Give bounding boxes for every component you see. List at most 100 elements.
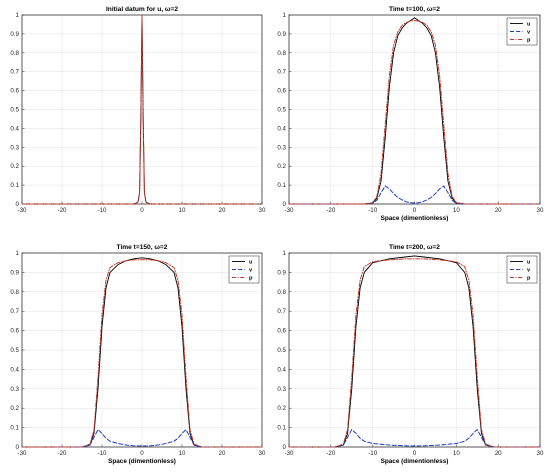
series-line-u bbox=[288, 255, 541, 448]
legend-label-v: v bbox=[527, 30, 531, 36]
chart-title: Time t=100, ω=2 bbox=[389, 6, 440, 13]
axis-box bbox=[288, 252, 541, 448]
legend: uvp bbox=[506, 17, 538, 46]
y-tick-label: 0.9 bbox=[277, 269, 286, 276]
y-tick-label: 0.4 bbox=[277, 366, 286, 373]
y-tick-label: 0 bbox=[283, 444, 287, 451]
x-tick-label: 0 bbox=[413, 450, 417, 457]
y-tick-label: 0.8 bbox=[277, 289, 286, 296]
x-tick-label: 20 bbox=[219, 207, 226, 214]
legend-box bbox=[506, 17, 538, 46]
x-tick-label: 30 bbox=[537, 450, 544, 457]
legend-label-v: v bbox=[249, 268, 253, 274]
x-axis-label: Space (dimentionless) bbox=[108, 458, 176, 465]
x-tick-label: -20 bbox=[58, 450, 68, 457]
y-tick-label: 0.1 bbox=[277, 182, 286, 189]
axis-box bbox=[21, 252, 263, 448]
y-tick-label: 0.2 bbox=[10, 163, 19, 170]
legend-label-p: p bbox=[527, 38, 531, 44]
y-tick-label: 0.7 bbox=[10, 69, 19, 76]
y-tick-label: 0.5 bbox=[10, 347, 19, 354]
x-tick-label: 20 bbox=[495, 450, 502, 457]
y-tick-label: 0.7 bbox=[277, 308, 286, 315]
x-tick-label: 30 bbox=[259, 450, 266, 457]
x-tick-label: 0 bbox=[140, 450, 144, 457]
y-tick-label: 0 bbox=[16, 444, 20, 451]
y-tick-label: 0.3 bbox=[10, 144, 19, 151]
x-tick-label: 30 bbox=[259, 207, 266, 214]
x-tick-label: 0 bbox=[140, 207, 144, 214]
y-tick-label: 0.8 bbox=[277, 50, 286, 57]
x-tick-label: -10 bbox=[98, 207, 108, 214]
y-tick-label: 0.3 bbox=[277, 386, 286, 393]
legend-label-u: u bbox=[527, 22, 531, 28]
chart-panel-3: -30 -20 -10 0 10 20 30 0 0.1 0.2 0.3 0.4 0.5 0.6 0.7 0.… bbox=[10, 244, 266, 465]
y-tick-label: 1 bbox=[283, 12, 287, 19]
y-tick-label: 1 bbox=[16, 250, 20, 257]
x-tick-label: 10 bbox=[453, 207, 460, 214]
y-tick-label: 0.4 bbox=[10, 125, 19, 132]
y-tick-label: 0.1 bbox=[277, 425, 286, 432]
y-tick-label: 0.5 bbox=[10, 107, 19, 114]
legend-label-p: p bbox=[527, 276, 531, 282]
y-tick-label: 0.5 bbox=[277, 347, 286, 354]
y-tick-label: 0 bbox=[16, 201, 20, 208]
x-tick-label: 10 bbox=[453, 450, 460, 457]
series-line-p bbox=[21, 259, 263, 448]
y-tick-label: 0.2 bbox=[10, 405, 19, 412]
y-tick-label: 0.6 bbox=[10, 328, 19, 335]
x-tick-label: -10 bbox=[368, 207, 378, 214]
legend-label-v: v bbox=[527, 268, 531, 274]
y-tick-label: 0.4 bbox=[277, 125, 286, 132]
y-tick-label: 0.5 bbox=[277, 107, 286, 114]
y-tick-label: 0.9 bbox=[277, 31, 286, 38]
series-line-v bbox=[288, 185, 541, 205]
y-tick-label: 0.4 bbox=[10, 366, 19, 373]
x-tick-label: 0 bbox=[413, 207, 417, 214]
y-tick-label: 0.8 bbox=[10, 289, 19, 296]
x-tick-label: -20 bbox=[326, 450, 336, 457]
x-tick-label: 20 bbox=[495, 207, 502, 214]
legend-label-p: p bbox=[249, 276, 253, 282]
series-line-u bbox=[288, 17, 541, 205]
chart-title: Time t=150, ω=2 bbox=[117, 244, 168, 251]
legend: uvp bbox=[228, 255, 260, 284]
x-axis-label: Space (dimentionless) bbox=[381, 458, 449, 465]
x-tick-label: -20 bbox=[58, 207, 68, 214]
y-tick-label: 0.7 bbox=[277, 69, 286, 76]
y-tick-label: 0.1 bbox=[10, 182, 19, 189]
chart-panel-2: -30 -20 -10 0 10 20 30 0 0.1 0.2 0.3 0.4 0.5 0.6 0.7 0.… bbox=[277, 6, 544, 222]
y-tick-label: 0.7 bbox=[10, 308, 19, 315]
x-tick-label: 10 bbox=[179, 450, 186, 457]
series-line-u bbox=[21, 257, 263, 448]
x-tick-label: -30 bbox=[285, 450, 295, 457]
chart-panel-4: -30 -20 -10 0 10 20 30 0 0.1 0.2 0.3 0.4 0.5 0.6 0.7 0.… bbox=[277, 244, 544, 465]
x-tick-label: -30 bbox=[285, 207, 295, 214]
axis-box bbox=[288, 14, 541, 205]
x-tick-label: -30 bbox=[18, 207, 28, 214]
series-line-p bbox=[288, 20, 541, 205]
y-tick-label: 0.8 bbox=[10, 50, 19, 57]
y-tick-label: 0.6 bbox=[277, 328, 286, 335]
series-line-p bbox=[21, 14, 263, 205]
y-tick-label: 0.9 bbox=[10, 269, 19, 276]
series-line-v bbox=[288, 429, 541, 448]
x-tick-label: 30 bbox=[537, 207, 544, 214]
y-tick-label: 0.9 bbox=[10, 31, 19, 38]
x-tick-label: -20 bbox=[326, 207, 336, 214]
legend-label-u: u bbox=[249, 260, 253, 266]
y-tick-label: 0.1 bbox=[10, 425, 19, 432]
chart-title: Time t=200, ω=2 bbox=[389, 244, 440, 251]
y-tick-label: 0.3 bbox=[10, 386, 19, 393]
y-tick-label: 0.6 bbox=[277, 88, 286, 95]
legend-label-u: u bbox=[527, 260, 531, 266]
series-line-v bbox=[21, 429, 263, 448]
y-tick-label: 0.2 bbox=[277, 163, 286, 170]
x-tick-label: -10 bbox=[368, 450, 378, 457]
x-axis-label: Space (dimentionless) bbox=[381, 215, 449, 222]
x-tick-label: -10 bbox=[98, 450, 108, 457]
y-tick-label: 0 bbox=[283, 201, 287, 208]
y-tick-label: 0.6 bbox=[10, 88, 19, 95]
y-tick-label: 1 bbox=[16, 12, 20, 19]
